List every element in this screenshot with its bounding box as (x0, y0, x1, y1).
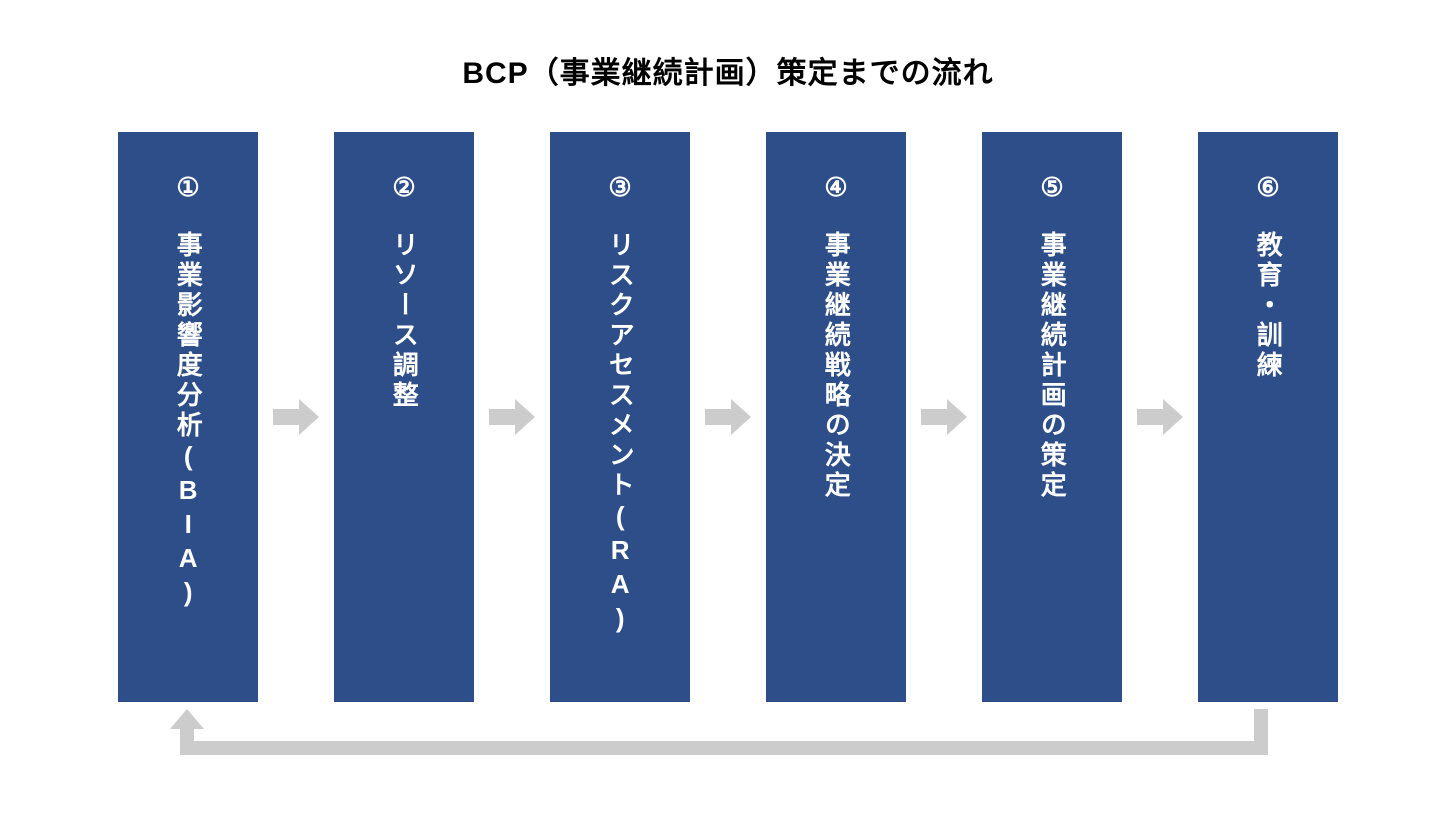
arrow-4 (906, 397, 982, 437)
step-number-3: ③ (608, 172, 631, 203)
arrow-right-icon (1135, 397, 1185, 437)
step-label-4: 事業継続戦略の決定 (818, 231, 854, 501)
arrow-5 (1122, 397, 1198, 437)
arrow-right-icon (703, 397, 753, 437)
step-number-5: ⑤ (1040, 172, 1063, 203)
step-box-6: ⑥ 教育・訓練 (1198, 132, 1338, 702)
step-number-1: ① (176, 172, 199, 203)
arrow-3 (690, 397, 766, 437)
arrow-right-icon (487, 397, 537, 437)
flow-container: ① 事業影響度分析(BIA) ② リソース調整 ③ リスクアセスメント(RA) … (0, 132, 1456, 702)
arrow-feedback-icon (150, 709, 1286, 769)
step-box-5: ⑤ 事業継続計画の策定 (982, 132, 1122, 702)
step-label-5: 事業継続計画の策定 (1034, 231, 1070, 501)
feedback-loop-arrow (150, 709, 1286, 769)
step-box-4: ④ 事業継続戦略の決定 (766, 132, 906, 702)
step-box-2: ② リソース調整 (334, 132, 474, 702)
step-label-1: 事業影響度分析(BIA) (170, 231, 206, 611)
step-box-3: ③ リスクアセスメント(RA) (550, 132, 690, 702)
step-label-3: リスクアセスメント(RA) (602, 231, 638, 637)
step-number-6: ⑥ (1256, 172, 1279, 203)
arrow-right-icon (271, 397, 321, 437)
arrow-2 (474, 397, 550, 437)
step-label-2: リソース調整 (386, 231, 422, 411)
step-label-6: 教育・訓練 (1250, 231, 1286, 381)
arrow-1 (258, 397, 334, 437)
step-number-2: ② (392, 172, 415, 203)
step-number-4: ④ (824, 172, 847, 203)
step-box-1: ① 事業影響度分析(BIA) (118, 132, 258, 702)
diagram-title: BCP（事業継続計画）策定までの流れ (0, 0, 1456, 92)
arrow-right-icon (919, 397, 969, 437)
